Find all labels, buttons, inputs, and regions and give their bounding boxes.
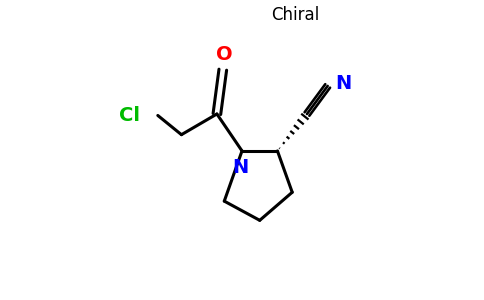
Text: N: N — [335, 74, 351, 93]
Text: Cl: Cl — [119, 106, 140, 125]
Text: O: O — [216, 45, 233, 64]
Text: Chiral: Chiral — [271, 6, 319, 24]
Text: N: N — [232, 158, 249, 177]
